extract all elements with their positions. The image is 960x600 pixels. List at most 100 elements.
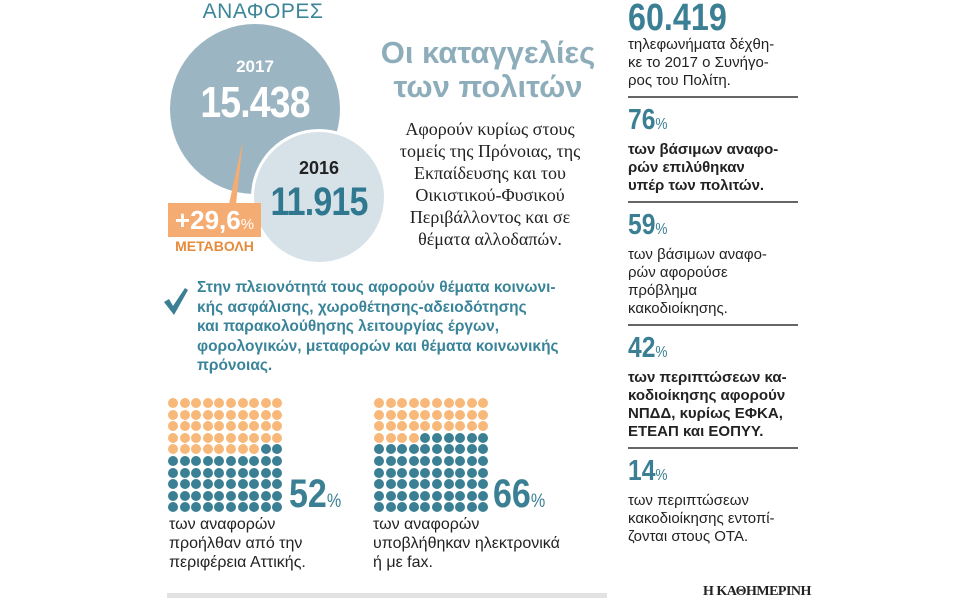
waffle-dot	[260, 490, 271, 501]
waffle-dot	[478, 409, 489, 420]
waffle-dot	[385, 479, 396, 490]
waffle-dot	[179, 409, 190, 420]
caption-line: των αναφορών	[169, 516, 276, 533]
stat-number: 42%	[628, 332, 773, 369]
waffle-dot	[168, 490, 178, 501]
waffle-dot	[420, 467, 431, 478]
description-line: θέματα αλλοδαπών.	[418, 229, 562, 249]
waffle-dot	[443, 421, 454, 432]
waffle-dot	[168, 409, 178, 420]
bullet-line: και παρακολούθησης λειτουργίας έργων,	[197, 318, 500, 335]
waffle-dot	[249, 467, 260, 478]
waffle-dot	[260, 398, 271, 408]
percent-unit: %	[326, 491, 342, 512]
waffle-dot	[214, 490, 225, 501]
waffle-dot	[214, 432, 225, 443]
caption-line: προήλθαν από την	[169, 535, 303, 552]
waffle-dot	[237, 455, 248, 466]
waffle-dot	[202, 432, 213, 443]
caption-line: ή με fax.	[373, 554, 433, 571]
waffle-dot	[237, 502, 248, 513]
waffle-dot	[168, 444, 178, 455]
waffle-dot	[272, 421, 283, 432]
stat-text: των βάσιμων αναφο- ρών επιλύθηκαν υπέρ τ…	[628, 141, 798, 195]
waffle-dot	[466, 444, 477, 455]
waffle-dot	[225, 421, 236, 432]
waffle-dot	[408, 432, 419, 443]
stat-line: ρών αφορούσε	[628, 264, 728, 281]
stat-number: 60.419	[628, 0, 773, 37]
waffle-dot	[397, 444, 408, 455]
waffle-dot	[455, 432, 466, 443]
waffle-dot	[179, 398, 190, 408]
waffle-dot	[478, 502, 489, 513]
description-line: Εκπαίδευσης και του	[414, 163, 566, 183]
stat-number: 59%	[628, 209, 773, 246]
waffle-dot	[385, 502, 396, 513]
waffle-dot	[408, 467, 419, 478]
stat-line: ΝΠΔΔ, κυρίως ΕΦΚΑ,	[628, 405, 783, 422]
change-label: ΜΕΤΑΒΟΛΗ	[175, 238, 254, 254]
waffle-dot	[455, 455, 466, 466]
stat-line: ζονται στους ΟΤΑ.	[628, 528, 749, 545]
waffle-dot	[202, 455, 213, 466]
waffle-dot	[191, 467, 202, 478]
waffle-dot	[191, 455, 202, 466]
waffle-dot	[466, 502, 477, 513]
change-badge: +29,6%	[168, 203, 261, 237]
waffle-dot	[272, 502, 283, 513]
waffle-dot	[202, 444, 213, 455]
description-line: Οικιστικού-Φυσικού	[415, 185, 565, 205]
waffle-dot	[374, 455, 384, 466]
electronic-caption: των αναφορών υποβλήθηκαν ηλεκτρονικά ή μ…	[373, 515, 593, 572]
circle-2016: 2016 11.915	[254, 132, 384, 262]
waffle-dot	[374, 479, 384, 490]
waffle-dot	[385, 467, 396, 478]
stat-unit: %	[655, 221, 668, 238]
waffle-dot	[385, 421, 396, 432]
waffle-dot	[466, 467, 477, 478]
waffle-dot	[214, 421, 225, 432]
waffle-dot	[179, 467, 190, 478]
reports-2017-value: 15.438	[200, 78, 310, 127]
waffle-dot	[478, 432, 489, 443]
waffle-dot	[478, 455, 489, 466]
waffle-dot	[420, 444, 431, 455]
waffle-dot	[431, 409, 442, 420]
waffle-dot	[225, 409, 236, 420]
waffle-dot	[420, 409, 431, 420]
waffle-dot	[237, 398, 248, 408]
waffle-dot	[237, 479, 248, 490]
description-line: Αφορούν κυρίως στους	[405, 119, 575, 139]
waffle-dot	[408, 398, 419, 408]
waffle-dot	[168, 502, 178, 513]
stat-calls: 60.419 τηλεφωνήματα δέχθη- κε το 2017 ο …	[628, 0, 798, 98]
waffle-dot	[455, 502, 466, 513]
waffle-dot	[443, 490, 454, 501]
waffle-dot	[249, 444, 260, 455]
waffle-dot	[408, 409, 419, 420]
waffle-dot	[214, 502, 225, 513]
waffle-dot	[420, 421, 431, 432]
waffle-dot	[249, 421, 260, 432]
year-2017-label: 2017	[236, 57, 274, 76]
waffle-dot	[168, 432, 178, 443]
waffle-dot	[478, 479, 489, 490]
title-line-2: των πολιτών	[393, 69, 583, 104]
stat-line: πρόβλημα	[628, 282, 698, 299]
waffle-dot	[237, 421, 248, 432]
waffle-dot	[260, 421, 271, 432]
waffle-dot	[179, 490, 190, 501]
bullet-line: πρόνοιας.	[197, 357, 273, 374]
waffle-dot	[191, 409, 202, 420]
bullet-line: Στην πλειονότητά τους αφορούν θέματα κοι…	[197, 279, 556, 296]
stat-line: ρών επιλύθηκαν	[628, 159, 745, 176]
waffle-dot	[272, 444, 283, 455]
waffle-dot	[249, 502, 260, 513]
waffle-dot	[455, 398, 466, 408]
description-line: τομείς της Πρόνοιας, της	[399, 141, 581, 161]
waffle-dot	[466, 398, 477, 408]
waffle-dot	[237, 432, 248, 443]
description-line: Περιβάλλοντος και σε	[409, 207, 571, 227]
stats-sidebar: 60.419 τηλεφωνήματα δέχθη- κε το 2017 ο …	[628, 0, 798, 558]
